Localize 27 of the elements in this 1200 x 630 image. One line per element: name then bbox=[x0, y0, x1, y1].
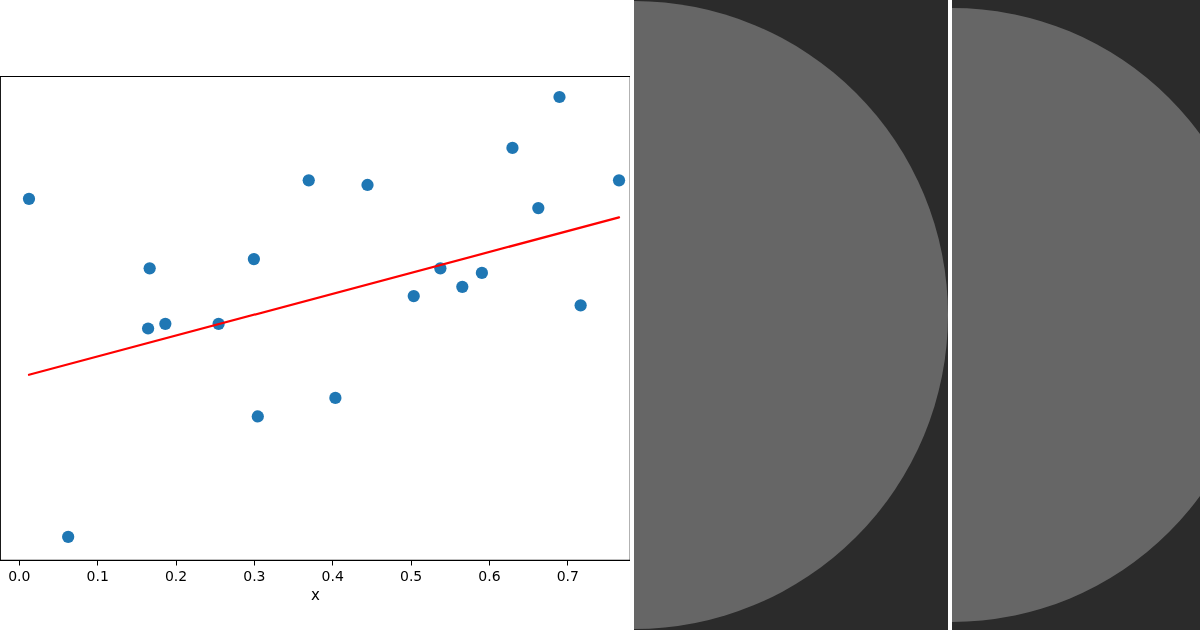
x-tick-label: 0.4 bbox=[321, 567, 344, 584]
point bbox=[456, 280, 469, 293]
point bbox=[143, 262, 156, 275]
point bbox=[159, 317, 172, 330]
point bbox=[22, 192, 36, 205]
point bbox=[361, 178, 374, 192]
point bbox=[62, 530, 75, 543]
point bbox=[612, 174, 626, 187]
x-tick-label: 0.7 bbox=[556, 567, 579, 584]
point bbox=[506, 141, 519, 155]
point bbox=[574, 299, 587, 312]
point bbox=[329, 391, 342, 405]
x-tick-label: 0.6 bbox=[478, 567, 501, 584]
point bbox=[475, 266, 489, 280]
x-tick-label: 0.2 bbox=[164, 567, 188, 584]
point bbox=[532, 202, 545, 215]
x-tick-label: 0.5 bbox=[399, 567, 423, 584]
point bbox=[553, 90, 566, 104]
x-axis-title: x bbox=[311, 585, 321, 604]
point bbox=[251, 410, 264, 423]
point bbox=[407, 289, 420, 303]
x-tick-label: 0.0 bbox=[8, 567, 31, 584]
point bbox=[141, 322, 155, 335]
x-tick-label: 0.3 bbox=[243, 567, 266, 584]
x-tick-label: 0.1 bbox=[86, 567, 109, 584]
point bbox=[247, 252, 260, 266]
point bbox=[302, 174, 315, 187]
